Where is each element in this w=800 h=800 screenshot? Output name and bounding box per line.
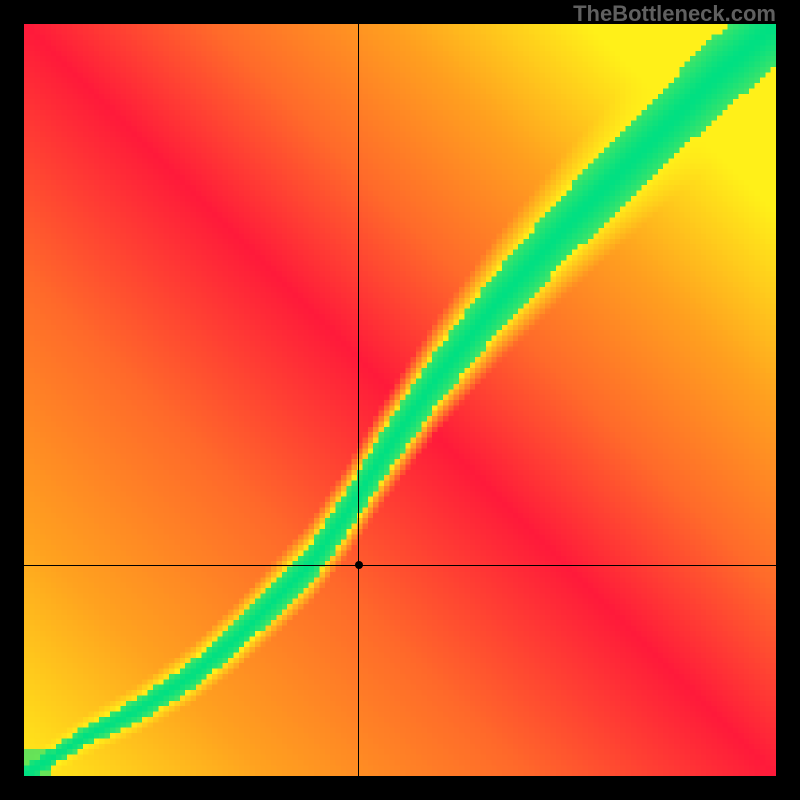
crosshair-vertical <box>358 24 359 776</box>
watermark-text: TheBottleneck.com <box>573 1 776 27</box>
chart-container: TheBottleneck.com <box>0 0 800 800</box>
bottleneck-heatmap <box>24 24 776 776</box>
crosshair-horizontal <box>24 565 776 566</box>
